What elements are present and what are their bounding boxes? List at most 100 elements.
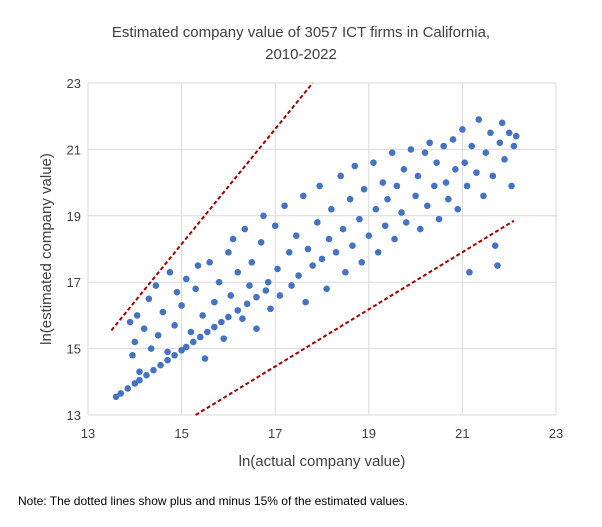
data-point [468, 142, 476, 150]
data-point [285, 249, 293, 256]
data-point [271, 222, 279, 230]
data-point [407, 146, 415, 153]
data-point [480, 192, 487, 200]
data-point [398, 209, 405, 216]
data-point [295, 272, 302, 279]
data-point [253, 325, 260, 332]
data-point [370, 159, 377, 166]
data-point [445, 195, 452, 203]
x-tick-label: 19 [362, 426, 376, 441]
data-point [182, 275, 190, 283]
data-point [288, 282, 295, 289]
data-point [454, 205, 462, 213]
data-point [304, 245, 312, 253]
y-tick-label: 21 [67, 142, 81, 157]
data-point [229, 235, 237, 243]
data-point [346, 195, 354, 203]
x-axis-label: ln(actual company value) [239, 453, 406, 470]
data-point [157, 361, 164, 369]
data-point [309, 262, 316, 269]
data-point [131, 338, 139, 346]
y-axis-label: ln(estimated company value) [38, 153, 55, 345]
data-point [339, 225, 347, 233]
data-point [342, 268, 349, 276]
data-point [494, 262, 501, 269]
data-point [459, 126, 466, 133]
data-point [264, 278, 272, 286]
data-point [159, 308, 167, 316]
data-point [393, 182, 401, 190]
data-point [360, 185, 368, 193]
data-point [112, 393, 120, 401]
upper-bound-line [110, 82, 314, 331]
data-point [171, 322, 178, 329]
data-point [358, 258, 366, 266]
data-point [384, 195, 391, 203]
data-point [501, 156, 508, 163]
data-point [178, 302, 185, 309]
data-point [292, 232, 300, 240]
data-point [487, 129, 494, 137]
data-point [379, 179, 387, 186]
data-point [248, 258, 256, 266]
footnote: Note: The dotted lines show plus and min… [18, 494, 409, 508]
data-point [234, 268, 242, 276]
data-point [267, 305, 274, 313]
data-point [498, 119, 506, 127]
x-tick-label: 17 [268, 426, 282, 441]
data-point [211, 298, 218, 306]
data-point [164, 348, 171, 356]
data-point [136, 376, 143, 384]
x-tick-label: 15 [174, 426, 188, 441]
data-point [150, 366, 157, 374]
data-point [253, 293, 260, 301]
y-tick-label: 23 [67, 76, 81, 91]
data-point [512, 132, 520, 140]
data-point [323, 285, 330, 293]
data-point [154, 332, 162, 339]
data-point [442, 179, 450, 186]
x-tick-label: 21 [455, 426, 469, 441]
data-point [496, 139, 504, 147]
data-point [204, 328, 211, 336]
data-point [225, 313, 232, 321]
data-point [171, 351, 178, 359]
data-point [140, 325, 148, 332]
data-point [145, 295, 153, 303]
y-tick-label: 15 [67, 342, 81, 357]
data-point [211, 323, 218, 331]
data-point [328, 205, 335, 213]
data-point [318, 255, 326, 263]
data-point [215, 278, 223, 286]
data-point [281, 202, 288, 210]
data-point [131, 380, 139, 387]
data-point [234, 307, 242, 314]
data-point [337, 172, 345, 180]
data-point [239, 315, 246, 323]
data-point [260, 212, 267, 220]
data-point [164, 356, 171, 364]
data-point [356, 215, 363, 223]
y-tick-label: 17 [67, 275, 81, 290]
scatter-plot: 13 15 17 19 21 23 13 15 17 19 21 23 ln(actual compan… [38, 76, 563, 470]
data-point [421, 149, 429, 157]
data-point [199, 312, 206, 319]
data-point [182, 343, 190, 351]
data-point [402, 219, 410, 226]
data-point [227, 292, 235, 299]
data-point [435, 215, 443, 223]
data-point [173, 288, 181, 296]
data-point [218, 318, 225, 326]
data-point [276, 292, 284, 299]
data-point [372, 205, 380, 213]
data-point [416, 225, 424, 233]
lower-bound-line [195, 219, 515, 416]
data-point [147, 345, 155, 352]
data-point [400, 166, 408, 173]
data-point [129, 351, 136, 359]
data-point [274, 265, 281, 273]
data-point [510, 142, 518, 150]
data-point [388, 149, 396, 157]
data-point [178, 346, 185, 354]
x-tick-label: 13 [81, 426, 95, 441]
